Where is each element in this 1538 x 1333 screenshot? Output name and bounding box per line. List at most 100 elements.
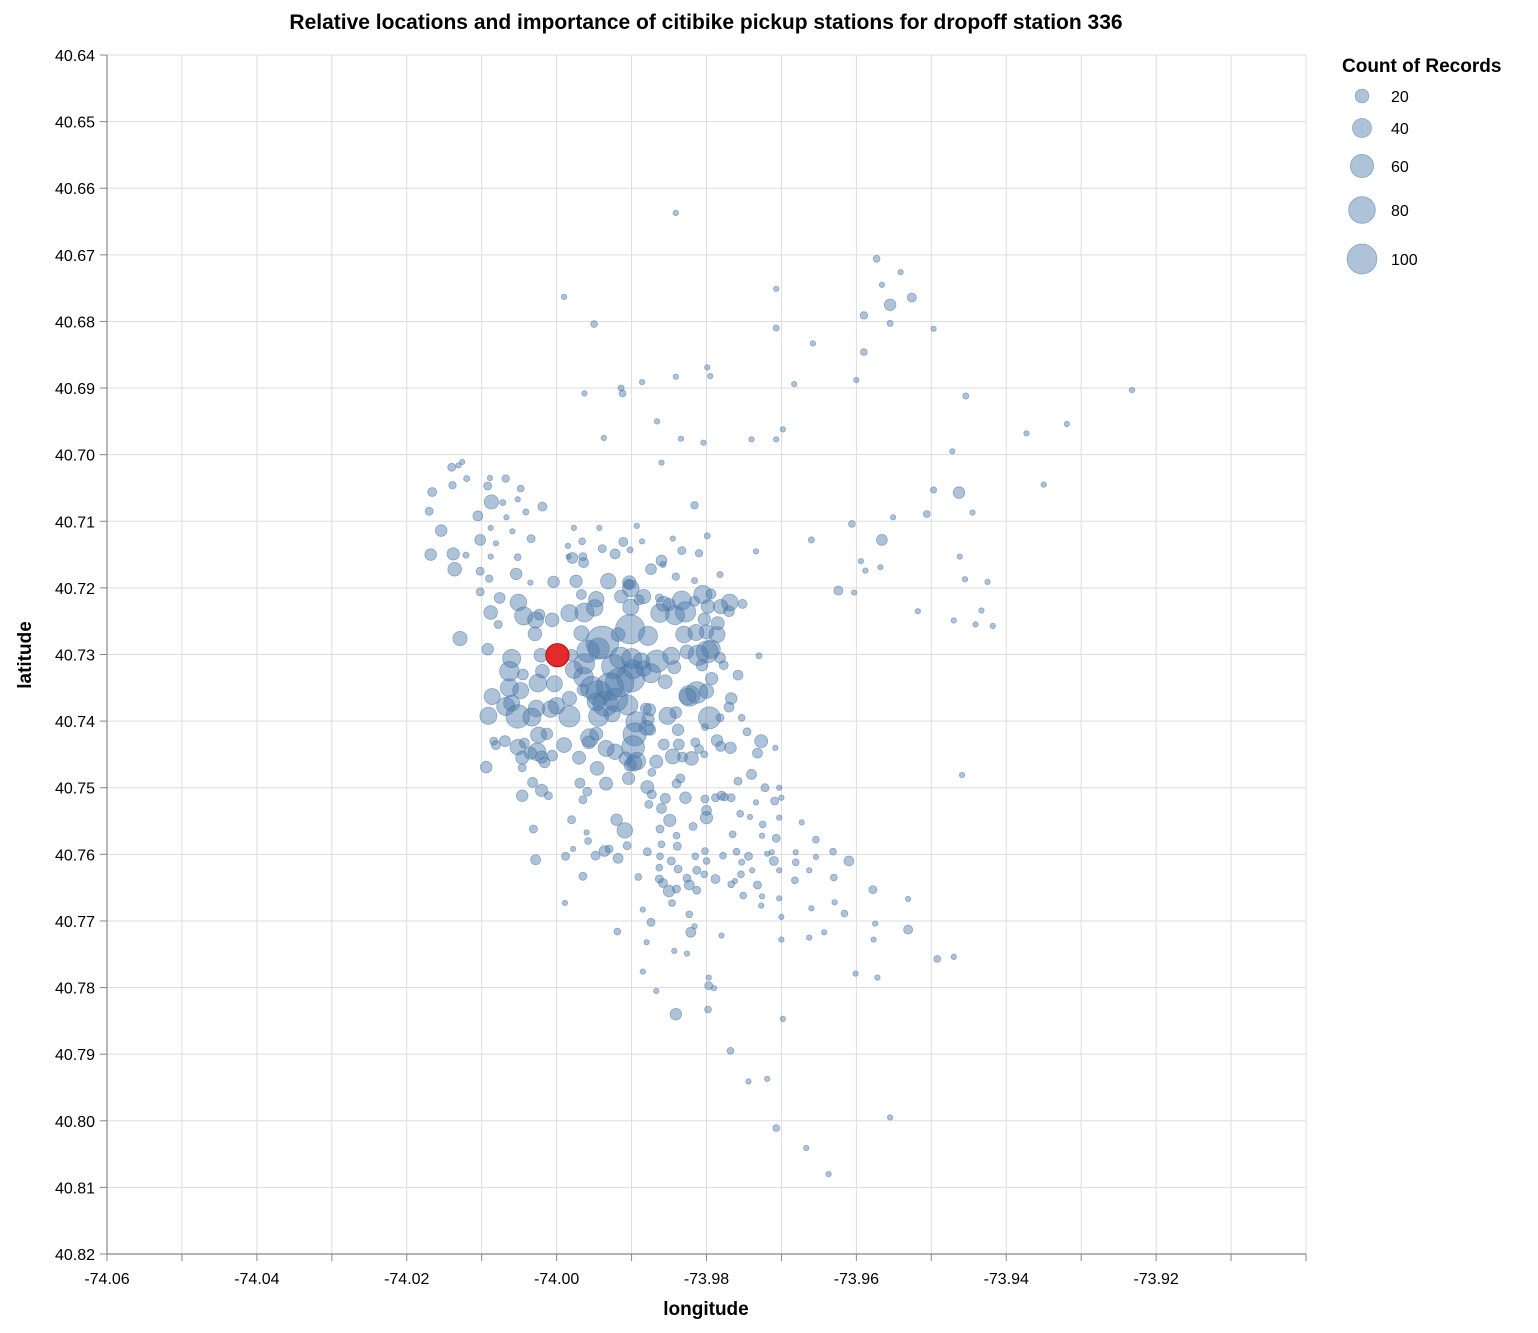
station-point bbox=[448, 481, 457, 490]
station-point bbox=[678, 684, 701, 707]
station-point bbox=[749, 867, 756, 874]
station-point bbox=[736, 809, 745, 818]
station-point bbox=[653, 418, 661, 425]
station-point bbox=[544, 612, 560, 628]
y-tick-label: 40.73 bbox=[55, 648, 95, 665]
station-point bbox=[561, 899, 568, 907]
station-point bbox=[547, 575, 560, 589]
y-tick-label: 40.80 bbox=[55, 1114, 95, 1131]
station-point bbox=[870, 936, 877, 943]
station-point bbox=[560, 604, 579, 623]
station-point bbox=[657, 840, 666, 849]
station-point bbox=[503, 514, 510, 521]
station-point bbox=[1040, 481, 1047, 488]
station-point bbox=[667, 660, 682, 675]
station-point bbox=[718, 932, 725, 939]
station-point bbox=[978, 607, 985, 614]
y-tick-label: 40.81 bbox=[55, 1180, 95, 1197]
station-point bbox=[679, 687, 697, 706]
station-point bbox=[764, 850, 771, 857]
station-point bbox=[744, 851, 753, 861]
station-point bbox=[778, 936, 785, 943]
station-point bbox=[710, 985, 718, 992]
station-point bbox=[556, 737, 572, 753]
station-point bbox=[427, 487, 438, 497]
station-point bbox=[424, 506, 434, 516]
station-point bbox=[662, 646, 681, 665]
station-point bbox=[493, 620, 503, 629]
station-point bbox=[862, 567, 869, 574]
station-point bbox=[672, 831, 681, 840]
station-point bbox=[872, 920, 879, 927]
station-point bbox=[989, 622, 996, 629]
station-point bbox=[760, 783, 770, 793]
station-point bbox=[771, 833, 781, 843]
station-point bbox=[746, 813, 754, 821]
station-point bbox=[792, 849, 799, 856]
station-point bbox=[692, 885, 702, 895]
station-point bbox=[509, 528, 516, 535]
station-point bbox=[812, 835, 820, 844]
station-point bbox=[642, 847, 652, 857]
station-point bbox=[574, 777, 586, 789]
station-point bbox=[483, 688, 501, 705]
y-tick-label: 40.67 bbox=[55, 248, 95, 265]
station-point bbox=[684, 751, 699, 766]
station-point bbox=[447, 561, 462, 577]
station-point bbox=[669, 1008, 683, 1021]
legend-label: 100 bbox=[1391, 252, 1418, 269]
station-point bbox=[610, 813, 623, 826]
station-point bbox=[598, 845, 611, 857]
station-point bbox=[514, 496, 521, 503]
station-point bbox=[486, 474, 493, 482]
station-point bbox=[1063, 420, 1070, 428]
station-point bbox=[906, 292, 917, 303]
station-point bbox=[758, 820, 767, 829]
station-point bbox=[543, 791, 553, 801]
station-point bbox=[658, 459, 665, 466]
station-point bbox=[755, 652, 763, 660]
legend-symbol bbox=[1346, 243, 1378, 275]
x-tick-label: -74.02 bbox=[384, 1271, 429, 1288]
station-point bbox=[812, 853, 819, 861]
station-point bbox=[778, 913, 785, 920]
station-point bbox=[515, 750, 530, 765]
station-point bbox=[537, 501, 548, 512]
station-point bbox=[671, 590, 692, 611]
station-point bbox=[452, 630, 468, 647]
station-point bbox=[705, 671, 719, 686]
station-point bbox=[570, 524, 577, 531]
station-point bbox=[698, 683, 715, 699]
station-point bbox=[512, 682, 530, 699]
station-point bbox=[984, 578, 991, 585]
station-point bbox=[878, 281, 885, 288]
station-point bbox=[527, 626, 543, 642]
station-point bbox=[644, 799, 654, 809]
station-point bbox=[764, 1075, 771, 1082]
x-axis-title: longitude bbox=[663, 1299, 748, 1320]
station-point bbox=[669, 535, 676, 542]
station-point bbox=[493, 592, 506, 604]
station-point bbox=[490, 740, 501, 751]
station-point bbox=[701, 805, 712, 816]
station-point bbox=[616, 663, 646, 693]
station-point bbox=[671, 572, 680, 581]
station-point bbox=[962, 392, 970, 400]
station-point bbox=[950, 617, 957, 624]
station-point bbox=[723, 701, 735, 713]
station-point bbox=[726, 1046, 735, 1055]
x-tick-label: -73.96 bbox=[834, 1271, 879, 1288]
station-point bbox=[655, 863, 664, 872]
station-point bbox=[700, 599, 716, 614]
station-point bbox=[596, 524, 603, 531]
legend-title: Count of Records bbox=[1342, 56, 1501, 77]
station-point bbox=[1023, 430, 1030, 437]
x-tick-label: -73.94 bbox=[984, 1271, 1029, 1288]
station-point bbox=[829, 847, 837, 856]
station-point bbox=[541, 700, 560, 718]
station-point bbox=[672, 209, 679, 216]
station-point bbox=[843, 855, 855, 867]
station-point bbox=[707, 373, 714, 380]
station-point bbox=[519, 737, 530, 749]
station-point bbox=[668, 899, 676, 907]
